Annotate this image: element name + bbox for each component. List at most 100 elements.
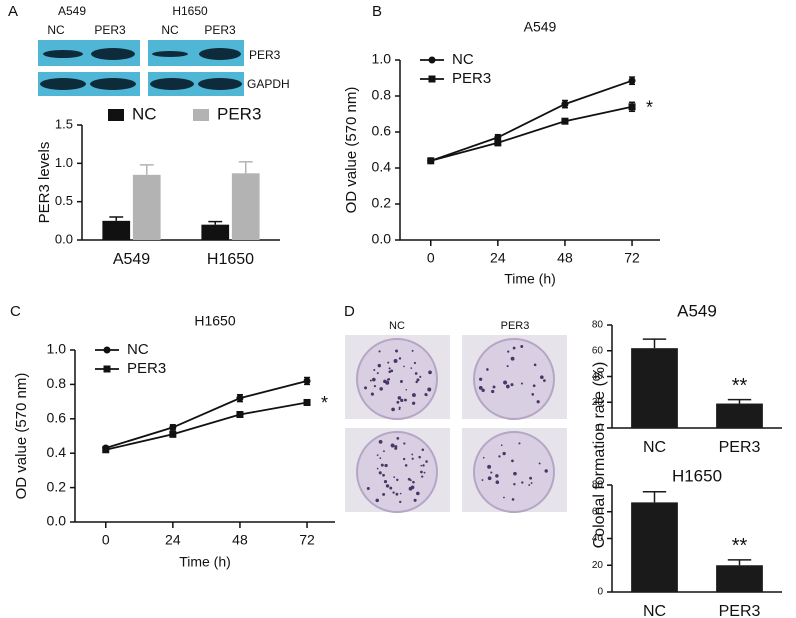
x-axis-title: Time (h) (504, 271, 556, 287)
colony (379, 457, 382, 460)
bar (231, 173, 260, 240)
y-tick-label: 0.8 (47, 375, 67, 391)
colony (521, 481, 524, 484)
y-tick-label: 0.6 (372, 123, 392, 139)
bar (132, 174, 161, 240)
colony (397, 396, 402, 400)
y-tick-label: 20 (592, 397, 604, 408)
colony (372, 377, 376, 382)
colony (530, 482, 533, 484)
colony (423, 471, 426, 474)
y-tick-label: 1.0 (55, 155, 73, 170)
y-tick-label: 20 (592, 560, 604, 571)
colony (386, 378, 390, 381)
y-axis-title: Colonal formation rate (%) (591, 362, 608, 549)
colony (390, 443, 395, 448)
annotation: * (646, 98, 653, 118)
colony (500, 444, 503, 447)
colony (487, 476, 492, 481)
line (430, 105, 633, 162)
y-tick-label: 80 (592, 320, 604, 331)
colony (388, 370, 391, 374)
marker (427, 157, 435, 165)
colony (479, 377, 483, 381)
legend-marker (428, 75, 436, 83)
colony (383, 379, 387, 384)
colony (389, 486, 393, 490)
blot-cell-line: A549 (58, 4, 86, 18)
y-tick-label: 0.0 (47, 513, 67, 529)
chart-title: A549 (524, 19, 557, 35)
colony (398, 406, 401, 409)
colony (531, 393, 535, 396)
colony (528, 484, 531, 486)
blot-row-label: GAPDH (247, 77, 290, 91)
colony (402, 457, 406, 461)
colony (421, 475, 424, 478)
colony (399, 500, 402, 504)
colony (377, 363, 382, 368)
x-tick-label: H1650 (207, 251, 254, 268)
y-axis-title: OD value (570 nm) (343, 87, 360, 214)
colony (378, 350, 381, 353)
colony (503, 380, 508, 385)
blot-band (40, 78, 86, 90)
colony (518, 442, 521, 445)
colony (425, 394, 428, 397)
blot-band (199, 48, 241, 60)
colony (392, 491, 395, 494)
y-tick-label: 0.2 (372, 195, 392, 211)
bar (631, 348, 678, 428)
y-tick-label: 0.2 (47, 478, 67, 494)
colony (513, 483, 516, 486)
colony (410, 367, 413, 369)
y-axis-title: OD value (570 nm) (13, 373, 30, 500)
y-tick-label: 0.4 (372, 159, 392, 175)
colony (379, 387, 383, 391)
y-tick-label: 60 (592, 506, 604, 517)
legend-label: NC (127, 341, 149, 358)
colony (393, 359, 398, 363)
colony (543, 379, 546, 382)
bar (716, 403, 763, 428)
colony (398, 408, 401, 411)
colony (411, 453, 414, 456)
y-tick-label: 0.0 (372, 231, 392, 247)
colony (399, 492, 402, 495)
colony (388, 367, 391, 370)
marker (561, 100, 569, 108)
marker (303, 398, 311, 406)
colony (420, 470, 423, 474)
colony (538, 462, 541, 465)
colony (382, 473, 385, 477)
colony (411, 393, 416, 397)
marker (102, 446, 110, 454)
colony (541, 376, 544, 379)
colony (399, 380, 403, 383)
colony (370, 392, 374, 396)
colony (395, 492, 399, 496)
colony (481, 479, 484, 481)
colony (425, 460, 428, 463)
colony (492, 385, 496, 389)
colony (520, 344, 524, 348)
colony (422, 464, 425, 467)
colony (505, 384, 510, 389)
colony (378, 440, 383, 444)
marker (561, 117, 569, 125)
colony (375, 498, 380, 503)
colony (403, 442, 406, 445)
y-tick-label: 0.4 (47, 444, 67, 460)
colony (373, 384, 377, 388)
x-tick-label: 72 (299, 532, 315, 548)
colony (421, 448, 425, 452)
colony (510, 383, 514, 387)
y-tick-label: 0.8 (372, 87, 392, 103)
colony (403, 365, 405, 368)
colony (503, 496, 505, 499)
colony (502, 451, 506, 456)
colony (390, 369, 394, 373)
y-tick-label: 1.0 (47, 341, 67, 357)
panel-letter: B (372, 3, 382, 20)
